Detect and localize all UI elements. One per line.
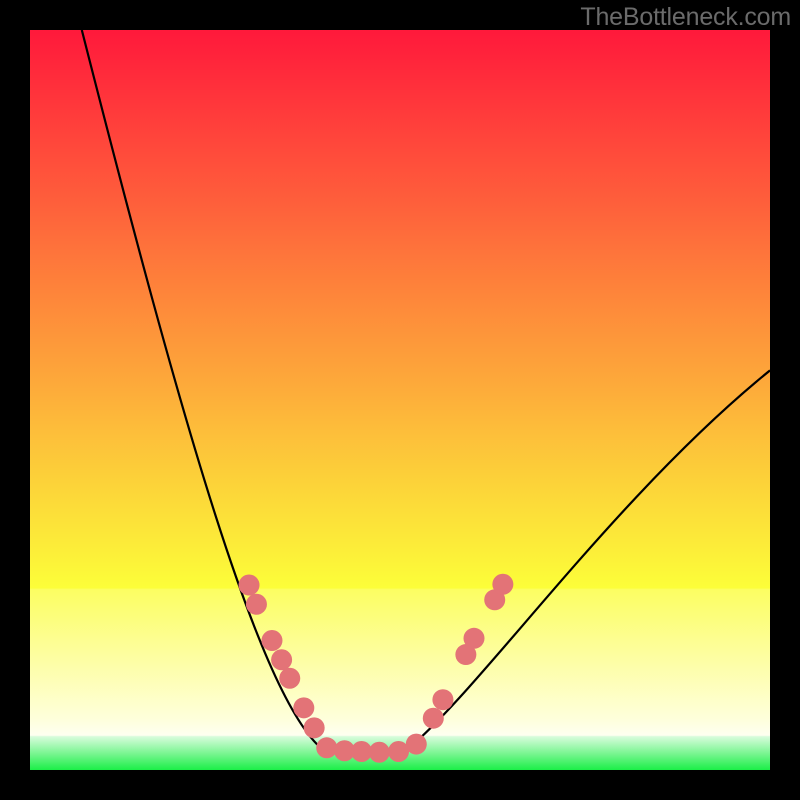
data-marker [261,630,282,651]
data-marker [246,594,267,615]
plot-area [30,30,770,770]
data-marker [464,628,485,649]
chart-svg [30,30,770,770]
data-marker [432,689,453,710]
data-marker [279,668,300,689]
data-marker [492,574,513,595]
data-marker [271,649,292,670]
data-marker [304,717,325,738]
watermark-text: TheBottleneck.com [580,3,791,32]
data-marker [239,575,260,596]
data-marker [369,742,390,763]
data-marker [316,737,337,758]
gradient-background [30,30,770,770]
chart-frame: TheBottleneck.com [0,0,800,800]
data-marker [406,734,427,755]
data-marker [423,708,444,729]
data-marker [293,697,314,718]
